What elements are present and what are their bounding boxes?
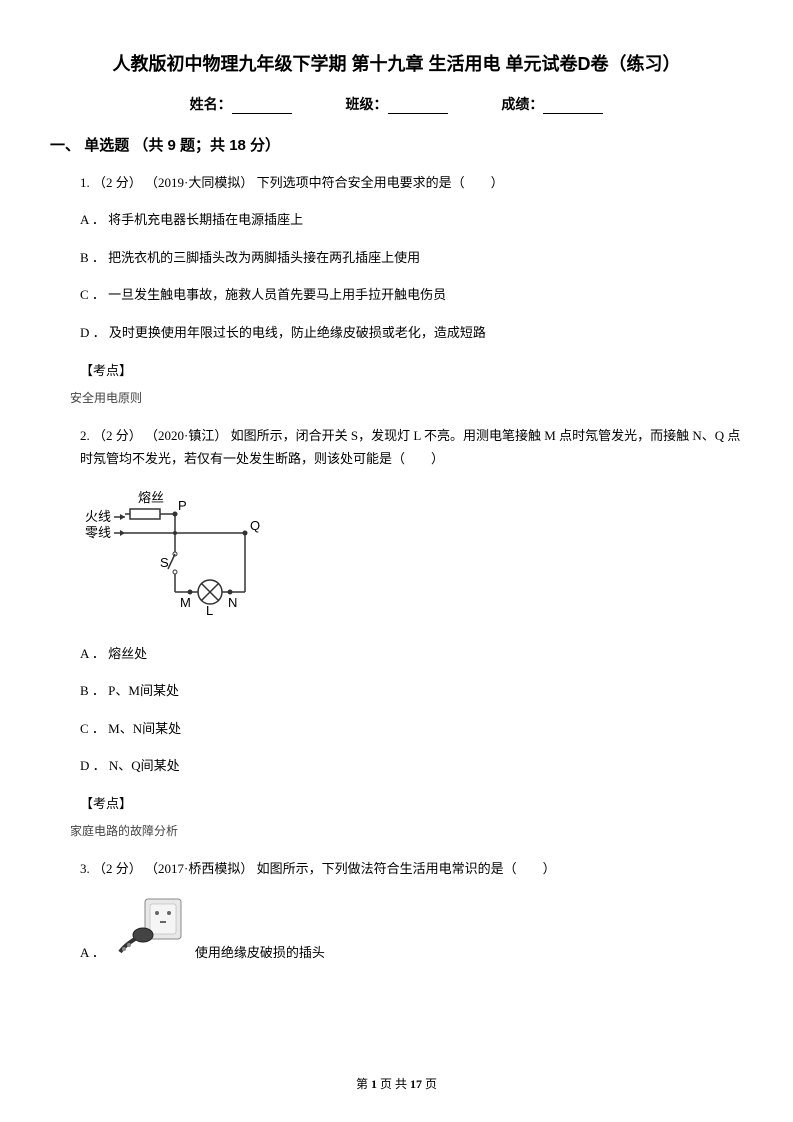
question-2-text: 2. （2 分） （2020·镇江） 如图所示，闭合开关 S，发现灯 L 不亮。…	[80, 424, 743, 471]
q1-option-b: B ． 把洗衣机的三脚插头改为两脚插头接在两孔插座上使用	[80, 246, 743, 269]
question-1-text: 1. （2 分） （2019·大同模拟） 下列选项中符合安全用电要求的是（ ）	[80, 171, 743, 194]
M-label: M	[180, 595, 191, 610]
section-number: 一、	[50, 137, 80, 154]
q1-kaodian-label: 【考点】	[80, 360, 743, 379]
q1-option-c: C ． 一旦发生触电事故，施救人员首先要马上用手拉开触电伤员	[80, 283, 743, 306]
score-underline	[543, 98, 603, 114]
class-label: 班级：	[346, 96, 388, 112]
q2-option-a: A ． 熔丝处	[80, 642, 743, 665]
neutral-label: 零线	[85, 525, 111, 540]
q1-option-d: D ． 及时更换使用年限过长的电线，防止绝缘皮破损或老化，造成短路	[80, 321, 743, 344]
q1-number: 1.	[80, 175, 90, 190]
question-2-options: A ． 熔丝处 B ． P、M间某处 C ． M、N间某处 D ． N、Q间某处	[80, 642, 743, 778]
q2-option-c: C ． M、N间某处	[80, 717, 743, 740]
N-label: N	[228, 595, 237, 610]
plug-image-icon	[115, 897, 185, 961]
name-underline	[232, 98, 292, 114]
q2-option-b: B ． P、M间某处	[80, 679, 743, 702]
question-3: 3. （2 分） （2017·桥西模拟） 如图所示，下列做法符合生活用电常识的是…	[80, 857, 743, 880]
q2-kaodian-content: 家庭电路的故障分析	[70, 822, 743, 839]
fuse-label: 熔丝	[138, 490, 164, 505]
q3-number: 3.	[80, 861, 90, 876]
q1-source: （2019·大同模拟）	[145, 175, 253, 190]
page-footer: 第 1 页 共 17 页	[0, 1075, 793, 1092]
q1-text: 下列选项中符合安全用电要求的是（ ）	[257, 175, 504, 190]
page-title: 人教版初中物理九年级下学期 第十九章 生活用电 单元试卷D卷（练习）	[50, 50, 743, 76]
q1-points: （2 分）	[93, 175, 142, 190]
Q-label: Q	[250, 518, 260, 533]
q1-kaodian-content: 安全用电原则	[70, 389, 743, 406]
circuit-diagram: 熔丝 火线 零线 P Q S	[70, 487, 743, 622]
L-label: L	[206, 603, 213, 617]
q2-points: （2 分）	[93, 428, 142, 443]
q3-source: （2017·桥西模拟）	[145, 861, 253, 876]
P-label: P	[178, 498, 187, 513]
live-label: 火线	[85, 509, 111, 524]
question-2: 2. （2 分） （2020·镇江） 如图所示，闭合开关 S，发现灯 L 不亮。…	[80, 424, 743, 471]
S-label: S	[160, 555, 169, 570]
q3-points: （2 分）	[93, 861, 142, 876]
q3-text: 如图所示，下列做法符合生活用电常识的是（ ）	[257, 861, 556, 876]
section-header: 一、 单选题 （共 9 题；共 18 分）	[50, 134, 743, 155]
q3-option-a: A ． 使用绝缘皮破损的插头	[80, 897, 743, 961]
q2-number: 2.	[80, 428, 90, 443]
q2-source: （2020·镇江）	[145, 428, 227, 443]
score-label: 成绩：	[501, 96, 543, 112]
q1-option-a: A ． 将手机充电器长期插在电源插座上	[80, 208, 743, 231]
section-title: 单选题 （共 9 题；共 18 分）	[84, 137, 280, 154]
q2-kaodian-label: 【考点】	[80, 793, 743, 812]
question-1: 1. （2 分） （2019·大同模拟） 下列选项中符合安全用电要求的是（ ） …	[80, 171, 743, 344]
question-3-text: 3. （2 分） （2017·桥西模拟） 如图所示，下列做法符合生活用电常识的是…	[80, 857, 743, 880]
header-fields: 姓名： 班级： 成绩：	[50, 94, 743, 114]
q2-option-d: D ． N、Q间某处	[80, 754, 743, 777]
name-label: 姓名：	[190, 96, 232, 112]
class-underline	[388, 98, 448, 114]
